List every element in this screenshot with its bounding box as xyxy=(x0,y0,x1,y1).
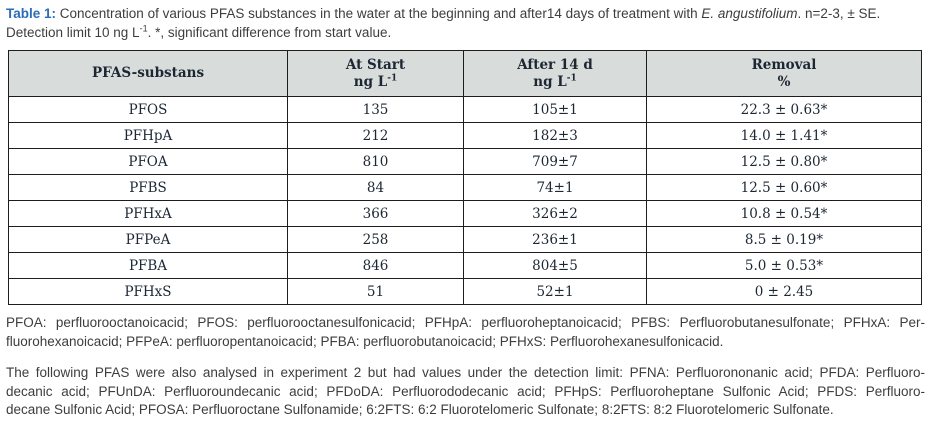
cell-removal: 0 ± 2.45 xyxy=(646,278,922,305)
table-caption-text-2: . n=2-3, ± SE. xyxy=(797,6,881,21)
cell-after: 709±7 xyxy=(463,148,647,175)
cell-removal: 5.0 ± 0.53* xyxy=(646,252,922,279)
cell-removal: 12.5 ± 0.60* xyxy=(646,174,922,201)
cell-start: 366 xyxy=(287,200,464,227)
footnote-line: fluorohexanoicacid; PFPeA: perfluoropent… xyxy=(6,333,724,349)
cell-after: 236±1 xyxy=(463,226,647,253)
cell-after: 74±1 xyxy=(463,174,647,201)
table-row: PFBA 846 804±5 5.0 ± 0.53* xyxy=(8,252,922,279)
cell-substance: PFBS xyxy=(8,174,288,201)
unit-text: ng L xyxy=(353,73,388,90)
header-after-14d-label: After 14 d xyxy=(517,56,593,73)
table-row: PFOA 810 709±7 12.5 ± 0.80* xyxy=(8,148,922,175)
header-after-14d-unit: ng L-1 xyxy=(465,73,646,91)
cell-after: 326±2 xyxy=(463,200,647,227)
table-caption-line2-text: Detection limit 10 ng L xyxy=(6,25,140,40)
cell-start: 84 xyxy=(287,174,464,201)
pfas-concentration-table: PFAS-substans At Start ng L-1 After 14 d… xyxy=(8,50,922,305)
cell-start: 258 xyxy=(287,226,464,253)
table-row: PFHxS 51 52±1 0 ± 2.45 xyxy=(8,278,922,305)
cell-substance: PFOS xyxy=(8,96,288,123)
cell-start: 810 xyxy=(287,148,464,175)
unit-superscript: -1 xyxy=(566,73,577,83)
header-pfas-substans-label: PFAS-substans xyxy=(91,65,205,81)
footnote-abbreviations: PFOA: perfluorooctanoicacid; PFOS: perfl… xyxy=(0,314,930,351)
header-at-start-unit: ng L-1 xyxy=(289,73,463,91)
caption-superscript: -1 xyxy=(139,23,148,34)
table-header-row: PFAS-substans At Start ng L-1 After 14 d… xyxy=(8,50,922,97)
cell-start: 51 xyxy=(287,278,464,305)
cell-substance: PFHxS xyxy=(8,278,288,305)
cell-substance: PFHxA xyxy=(8,200,288,227)
cell-removal: 10.8 ± 0.54* xyxy=(646,200,922,227)
cell-after: 52±1 xyxy=(463,278,647,305)
header-pfas-substans: PFAS-substans xyxy=(8,50,288,97)
header-at-start: At Start ng L-1 xyxy=(287,50,464,97)
footnote-line: decane Sulfonic Acid; PFOSA: Perfluoroct… xyxy=(6,402,834,417)
cell-start: 135 xyxy=(287,96,464,123)
cell-removal: 14.0 ± 1.41* xyxy=(646,122,922,149)
cell-after: 182±3 xyxy=(463,122,647,149)
cell-substance: PFHpA xyxy=(8,122,288,149)
footnote-below-detection-limit: The following PFAS were also analysed in… xyxy=(0,364,930,420)
cell-after: 105±1 xyxy=(463,96,647,123)
unit-text: ng L xyxy=(533,73,567,90)
species-name-italic: E. angustifolium xyxy=(701,6,798,21)
table-row: PFHxA 366 326±2 10.8 ± 0.54* xyxy=(8,200,922,227)
cell-substance: PFOA xyxy=(8,148,288,175)
header-removal-label: Removal xyxy=(751,56,817,73)
cell-removal: 22.3 ± 0.63* xyxy=(646,96,922,123)
cell-removal: 12.5 ± 0.80* xyxy=(646,148,922,175)
table-caption: Table 1: Concentration of various PFAS s… xyxy=(0,0,930,42)
table-caption-text-1: Concentration of various PFAS substances… xyxy=(56,6,702,21)
cell-removal: 8.5 ± 0.19* xyxy=(646,226,922,253)
header-removal: Removal % xyxy=(646,50,922,97)
table-row: PFBS 84 74±1 12.5 ± 0.60* xyxy=(8,174,922,201)
unit-superscript: -1 xyxy=(387,73,398,83)
cell-after: 804±5 xyxy=(463,252,647,279)
cell-substance: PFPeA xyxy=(8,226,288,253)
table-caption-label: Table 1: xyxy=(6,6,57,21)
cell-substance: PFBA xyxy=(8,252,288,279)
header-after-14d: After 14 d ng L-1 xyxy=(463,50,647,97)
table-row: PFPeA 258 236±1 8.5 ± 0.19* xyxy=(8,226,922,253)
cell-start: 846 xyxy=(287,252,464,279)
header-at-start-label: At Start xyxy=(345,56,406,73)
table-caption-line2-tail: . *, significant difference from start v… xyxy=(147,25,392,40)
footnote-line: PFOA: perfluorooctanoicacid; PFOS: perfl… xyxy=(6,315,925,330)
header-removal-unit: % xyxy=(777,73,791,90)
cell-start: 212 xyxy=(287,122,464,149)
footnote-line: The following PFAS were also analysed in… xyxy=(6,365,925,380)
table-row: PFOS 135 105±1 22.3 ± 0.63* xyxy=(8,96,922,123)
footnote-line: decanic acid; PFUnDA: Perfluoroundecanic… xyxy=(6,383,925,399)
table-row: PFHpA 212 182±3 14.0 ± 1.41* xyxy=(8,122,922,149)
